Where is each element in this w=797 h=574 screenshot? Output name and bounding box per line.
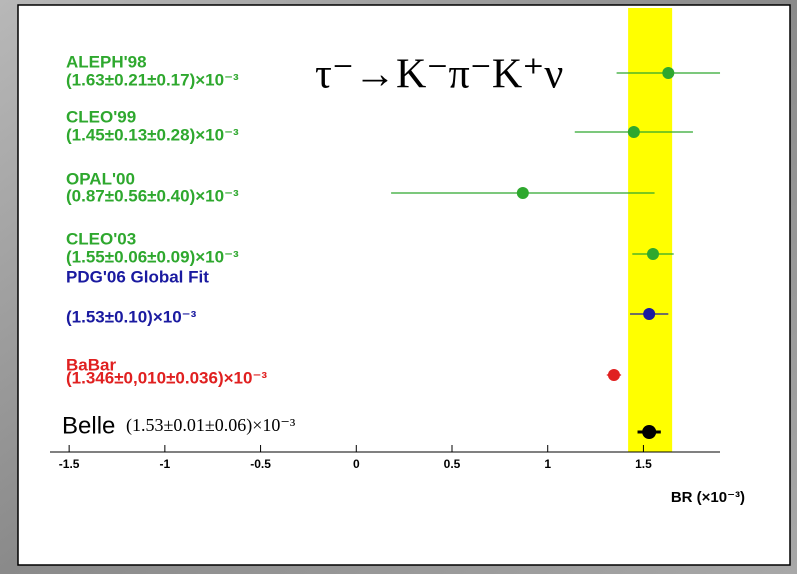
chart-title: τ⁻→K⁻π⁻K⁺ν [315, 52, 563, 98]
entry-label: (1.53±0.01±0.06)×10⁻³ [126, 415, 296, 436]
point [662, 67, 674, 79]
entry-name: Belle [62, 412, 115, 439]
x-axis-label: BR (×10⁻³) [671, 489, 745, 506]
x-tick-label: 1 [544, 457, 551, 471]
page: {"chart_data": {"type": "forest", "title… [0, 0, 797, 574]
x-tick-label: -1 [160, 457, 171, 471]
x-tick-label: 0 [353, 457, 360, 471]
entry-name: PDG'06 Global Fit [66, 267, 209, 286]
x-tick-label: -1.5 [59, 457, 80, 471]
entry-label: (1.45±0.13±0.28)×10⁻³ [66, 125, 239, 144]
entry-label: (1.55±0.06±0.09)×10⁻³ [66, 247, 239, 266]
entry-name: ALEPH'98 [66, 52, 147, 71]
point [642, 425, 656, 439]
entry-label: (1.63±0.21±0.17)×10⁻³ [66, 70, 239, 89]
point [628, 126, 640, 138]
entry-label: (0.87±0.56±0.40)×10⁻³ [66, 186, 239, 205]
entry-label: (1.346±0,010±0.036)×10⁻³ [66, 368, 267, 387]
point [517, 187, 529, 199]
point [643, 308, 655, 320]
x-tick-label: 0.5 [444, 457, 461, 471]
x-tick-label: 1.5 [635, 457, 652, 471]
entry-label: (1.53±0.10)×10⁻³ [66, 307, 197, 326]
entry-name: CLEO'99 [66, 107, 136, 126]
point [608, 369, 620, 381]
entry-name: CLEO'03 [66, 229, 136, 248]
point [647, 248, 659, 260]
chart: -1.5 -1 -0.5 0 0.5 1 1.5 BR (×10⁻³) τ⁻→K⁻π⁻K⁺ν AL… [0, 0, 797, 574]
x-tick-label: -0.5 [250, 457, 271, 471]
